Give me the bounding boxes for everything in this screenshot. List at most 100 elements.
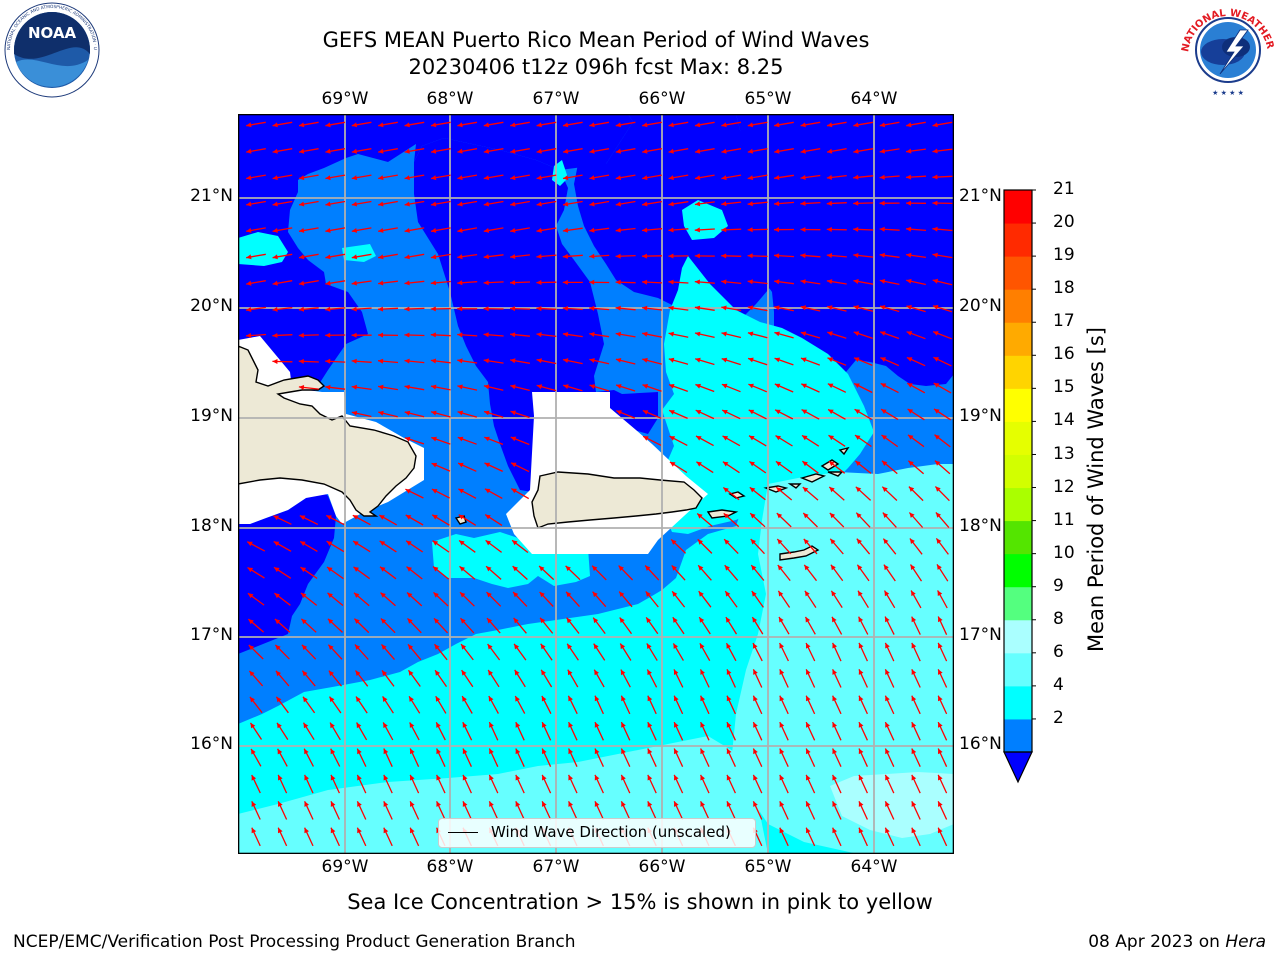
colorbar-tick-label: 21 [1053,179,1075,199]
wave-direction-arrowhead [459,566,465,572]
wave-direction-arrowhead [721,253,727,259]
wave-direction-arrowhead [589,227,595,233]
wave-direction-arrowhead [542,748,547,755]
wave-direction-arrowhead [800,148,806,154]
wave-direction-arrowhead [380,566,386,572]
wave-direction-arrowhead [486,592,492,598]
wave-direction-arrowhead [404,436,411,442]
wave-direction-arrowhead [378,384,384,390]
wave-direction-arrowhead [383,748,389,755]
wave-direction-arrowhead [383,801,389,807]
wave-direction-arrowhead [457,358,463,364]
colorbar-segment [1004,223,1032,257]
wave-direction-arrowhead [906,148,912,154]
wave-direction-arrowhead [938,748,943,755]
wave-direction-arrowhead [827,357,834,363]
lon-label-top-65w: 65°W [744,89,792,109]
wave-direction-arrowhead [700,722,705,728]
lat-label-right-21n: 21°N [959,186,1002,206]
wave-direction-arrowhead [457,228,463,233]
wave-direction-arrowhead [246,254,252,260]
colorbar-segment [1004,520,1032,555]
wave-direction-arrowhead [827,383,834,389]
wave-direction-arrowhead [747,148,754,154]
wave-direction-arrowhead [880,305,886,310]
wave-direction-arrowhead [510,254,516,259]
wave-direction-arrowhead [357,748,362,755]
wave-direction-arrowhead [246,280,252,286]
band-9-10 [830,772,954,838]
wave-direction-arrowhead [826,253,833,258]
wave-direction-arrowhead [354,592,360,598]
wave-direction-arrowhead [725,617,731,623]
wave-direction-arrowhead [511,488,517,494]
wave-direction-arrowhead [726,669,732,675]
wave-direction-arrowhead [510,384,516,390]
noaa-logo-text: NOAA [28,24,77,42]
wave-direction-arrowhead [906,200,911,206]
chart-title: GEFS MEAN Puerto Rico Mean Period of Win… [322,28,870,52]
wave-direction-arrowhead [695,122,701,128]
wave-direction-arrowhead [748,409,755,415]
wave-direction-arrowhead [855,486,862,493]
wave-direction-arrowhead [937,590,943,596]
map-panel [238,114,954,854]
wave-direction-arrowhead [408,644,414,650]
wave-direction-arrowhead [566,591,572,598]
wave-direction-arrowhead [457,306,463,312]
wave-direction-arrowhead [431,175,437,181]
wave-direction-arrowhead [909,512,915,518]
wave-direction-arrowhead [326,515,332,520]
wave-direction-arrowhead [858,801,864,807]
wave-direction-arrowhead [356,722,362,729]
lat-label-left-16n: 16°N [190,734,233,754]
wave-direction-arrowhead [325,122,331,128]
colorbar-tick-label: 13 [1053,443,1075,464]
wave-direction-arrowhead [381,644,387,650]
wave-direction-arrowhead [647,774,653,781]
wave-direction-arrowhead [615,279,621,285]
colorbar-label: Mean Period of Wind Waves [s] [1084,327,1108,652]
wave-direction-arrowhead [753,722,758,728]
wave-direction-arrowhead [431,228,437,233]
wave-direction-arrowhead [299,515,306,520]
wave-direction-arrowhead [409,696,414,702]
wave-direction-arrowhead [858,695,864,702]
wave-direction-arrowhead [779,722,785,728]
wave-direction-arrowhead [615,175,622,181]
wave-direction-arrowhead [700,669,705,675]
wave-direction-arrowhead [378,332,383,338]
lat-lon-grid [238,114,954,854]
wave-direction-arrowhead [934,434,940,440]
wave-direction-arrowhead [642,410,649,415]
colorbar-segment [1004,685,1032,720]
wave-direction-arrowhead [431,384,437,390]
wave-direction-arrowhead [828,461,835,467]
wave-direction-arrowhead [272,280,278,286]
wave-direction-arrowhead [776,513,783,519]
wave-direction-arrowhead [879,200,885,206]
colorbar-tick-label: 19 [1053,245,1075,266]
chart-subtitle: 20230406 t12z 096h fcst Max: 8.25 [408,55,784,79]
wave-direction-arrowhead [726,722,732,728]
wave-direction-arrowhead [855,461,861,466]
wave-direction-arrowhead [938,695,943,702]
wave-direction-arrowhead [879,252,885,258]
wave-direction-arrowhead [330,748,336,755]
wave-direction-arrowhead [642,122,648,128]
colorbar-tick-label: 10 [1053,542,1075,563]
wave-direction-arrowhead [911,642,917,649]
wave-direction-arrowhead [351,306,357,312]
wave-direction-arrowhead [907,383,913,388]
wave-direction-arrowhead [853,200,859,206]
wave-direction-arrowhead [327,618,334,624]
wave-direction-arrowhead [828,409,834,415]
wave-direction-arrowhead [435,670,440,676]
wave-direction-arrowhead [668,253,674,259]
wave-direction-arrowhead [775,435,781,441]
wave-direction-arrowhead [806,748,811,755]
wave-direction-arrowhead [410,801,415,807]
wave-direction-arrowhead [249,670,255,677]
wave-direction-arrowhead [536,254,542,259]
wave-direction-arrowhead [248,619,254,625]
